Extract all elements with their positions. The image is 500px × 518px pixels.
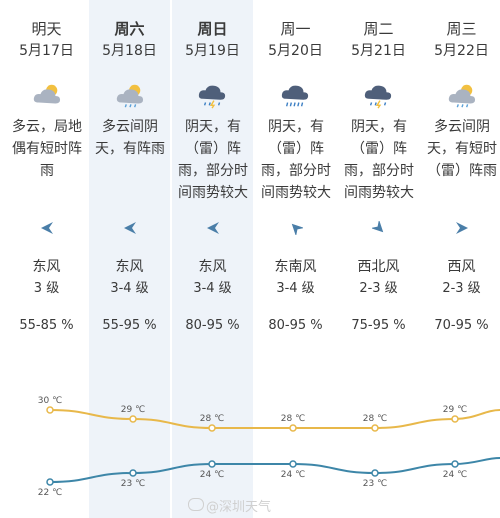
temperature-line <box>49 409 500 430</box>
humidity: 80-95 % <box>185 318 240 333</box>
high-temp-label: 30 ℃ <box>38 396 62 406</box>
arrow-southeast-icon <box>372 221 384 233</box>
humidity: 70-95 % <box>434 318 489 333</box>
day-date: 5月22日 <box>434 43 489 59</box>
day-column: 明天 5月17日 多云，局地偶有短时阵雨 东风 3 级 55-85 % <box>6 0 87 518</box>
day-column: 周一 5月20日 阴天，有（雷）阵雨，部分时间雨势较大 东南风 3-4 级 80… <box>255 0 336 518</box>
high-temp-label: 28 ℃ <box>363 414 387 424</box>
day-date: 5月17日 <box>19 43 74 59</box>
low-temp-label: 24 ℃ <box>443 470 467 480</box>
temperature-point <box>46 406 54 414</box>
temperature-point <box>46 478 54 486</box>
temperature-point <box>371 469 379 477</box>
day-date: 5月20日 <box>268 43 323 59</box>
low-temp-label: 23 ℃ <box>121 479 145 489</box>
weibo-logo-icon <box>188 498 204 511</box>
weather-description: 多云间阴天，有短时（雷）阵雨 <box>427 119 497 179</box>
temperature-line <box>49 457 500 483</box>
wind-level: 3-4 级 <box>110 281 149 296</box>
wind-level: 2-3 级 <box>442 281 481 296</box>
temperature-point <box>129 415 137 423</box>
day-column: 周六 5月18日 多云间阴天，有阵雨 东风 3-4 级 55-95 % <box>89 0 170 518</box>
arrow-east-icon <box>456 222 468 234</box>
wind-direction: 东风 <box>115 259 144 275</box>
weather-description: 阴天，有（雷）阵雨，部分时间雨势较大 <box>344 119 414 201</box>
thunder-rain-icon <box>364 85 392 109</box>
heavy-rain-icon <box>281 85 309 107</box>
temperature-point <box>208 460 216 468</box>
day-name: 周二 <box>363 20 394 38</box>
wind-direction: 西风 <box>447 259 476 275</box>
cloudy-rain-sun-icon <box>448 84 476 108</box>
watermark: @深圳天气 <box>206 500 272 515</box>
day-name: 周日 <box>197 20 228 38</box>
low-temp-label: 24 ℃ <box>200 470 224 480</box>
high-temp-label: 28 ℃ <box>281 414 305 424</box>
humidity: 55-85 % <box>19 318 74 333</box>
humidity: 75-95 % <box>351 318 406 333</box>
high-temp-label: 29 ℃ <box>443 405 467 415</box>
low-temp-label: 22 ℃ <box>38 488 62 498</box>
temperature-point <box>371 424 379 432</box>
day-date: 5月18日 <box>102 43 157 59</box>
weather-description: 多云间阴天，有阵雨 <box>95 119 165 157</box>
arrow-west-icon <box>207 222 219 234</box>
day-date: 5月21日 <box>351 43 406 59</box>
arrow-northwest-icon <box>291 223 303 235</box>
low-temp-label: 23 ℃ <box>363 479 387 489</box>
day-column: 周三 5月22日 多云间阴天，有短时（雷）阵雨 西风 2-3 级 70-95 % <box>421 0 500 518</box>
wind-level: 3-4 级 <box>276 281 315 296</box>
cloudy-rain-sun-icon <box>116 84 144 108</box>
humidity: 80-95 % <box>268 318 323 333</box>
wind-direction: 东南风 <box>274 259 317 275</box>
weather-description: 阴天，有（雷）阵雨，部分时间雨势较大 <box>261 119 331 201</box>
wind-level: 3-4 级 <box>193 281 232 296</box>
low-temp-label: 24 ℃ <box>281 470 305 480</box>
day-name: 明天 <box>31 20 62 38</box>
temperature-point <box>451 415 459 423</box>
weather-description: 多云，局地偶有短时阵雨 <box>12 119 82 179</box>
day-date: 5月19日 <box>185 43 240 59</box>
day-column: 周二 5月21日 阴天，有（雷）阵雨，部分时间雨势较大 西北风 2-3 级 75… <box>338 0 419 518</box>
wind-direction: 东风 <box>198 259 227 275</box>
temperature-point <box>289 424 297 432</box>
cloudy-sun-icon <box>33 84 61 104</box>
day-name: 周三 <box>446 20 477 38</box>
weather-description: 阴天，有（雷）阵雨，部分时间雨势较大 <box>178 119 248 201</box>
wind-direction: 东风 <box>32 259 61 275</box>
high-temp-label: 29 ℃ <box>121 405 145 415</box>
temperature-point <box>208 424 216 432</box>
wind-level: 2-3 级 <box>359 281 398 296</box>
wind-level: 3 级 <box>33 281 60 296</box>
arrow-west-icon <box>124 222 136 234</box>
temperature-point <box>451 460 459 468</box>
humidity: 55-95 % <box>102 318 157 333</box>
day-name: 周一 <box>280 20 311 38</box>
temperature-point <box>289 460 297 468</box>
thunder-rain-icon <box>198 85 226 109</box>
day-name: 周六 <box>114 20 145 38</box>
temperature-point <box>129 469 137 477</box>
high-temp-label: 28 ℃ <box>200 414 224 424</box>
arrow-west-icon <box>41 222 53 234</box>
wind-direction: 西北风 <box>357 259 400 275</box>
